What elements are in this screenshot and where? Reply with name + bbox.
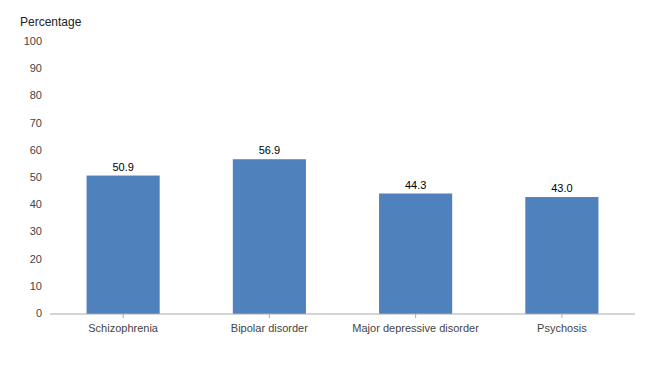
y-axis-label: Percentage [20, 15, 82, 29]
x-tick-label: Schizophrenia [88, 322, 159, 334]
y-tick-label: 90 [30, 62, 42, 74]
x-tick [269, 314, 270, 318]
bar [87, 176, 160, 314]
bar [233, 159, 306, 314]
y-tick-label: 50 [30, 171, 42, 183]
data-label: 44.3 [405, 179, 426, 191]
bar [379, 194, 452, 314]
y-tick-label: 10 [30, 280, 42, 292]
y-tick-label: 40 [30, 198, 42, 210]
y-tick-label: 70 [30, 117, 42, 129]
y-tick-label: 0 [36, 307, 42, 319]
data-label: 56.9 [259, 144, 280, 156]
chart: 0 10 20 30 40 50 60 70 80 90 100 50.9 56.9 44.3 43.0 Sc… [0, 0, 650, 366]
x-axis-line [50, 314, 635, 315]
y-tick-label: 20 [30, 253, 42, 265]
x-tick [123, 314, 124, 318]
x-tick-label: Psychosis [537, 322, 587, 334]
x-tick-label: Bipolar disorder [231, 322, 308, 334]
data-label: 43.0 [551, 182, 572, 194]
y-tick-label: 60 [30, 144, 42, 156]
y-tick-label: 100 [24, 35, 42, 47]
x-tick [561, 314, 562, 318]
data-label: 50.9 [112, 161, 133, 173]
x-tick [415, 314, 416, 318]
x-tick-label: Major depressive disorder [352, 322, 479, 334]
y-tick-label: 30 [30, 225, 42, 237]
bar [525, 197, 598, 314]
y-tick-label: 80 [30, 89, 42, 101]
bars [87, 159, 599, 314]
